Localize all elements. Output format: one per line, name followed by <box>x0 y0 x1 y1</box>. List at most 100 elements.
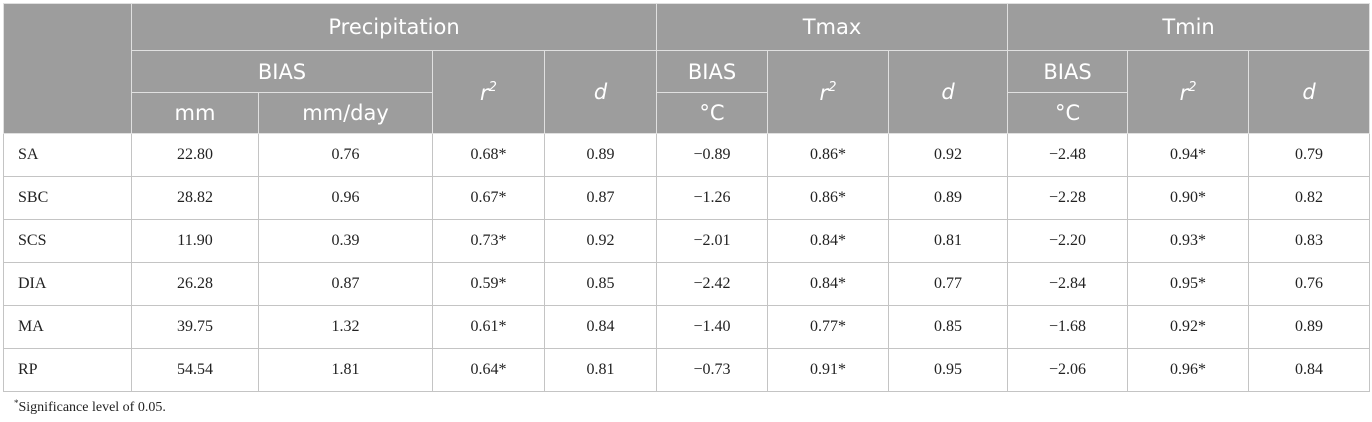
header-row-groups: Precipitation Tmax Tmin <box>3 3 1371 134</box>
tmin-d-cell: 0.82 <box>1248 176 1371 220</box>
tmax-r2-exponent: 2 <box>828 79 837 95</box>
tmin-r2-cell: 0.92* <box>1127 305 1250 349</box>
statistics-table: Precipitation Tmax Tmin BIAS r2 d BIAS r… <box>3 3 1371 392</box>
tmin-r2-exponent: 2 <box>1188 79 1197 95</box>
tmin-bias-cell: −2.48 <box>1007 133 1129 177</box>
tmax-d-cell: 0.89 <box>888 176 1009 220</box>
tmax-bias-cell: −2.01 <box>656 219 769 263</box>
precip-r2-base: r <box>480 80 489 105</box>
tmin-d-cell: 0.76 <box>1248 262 1371 306</box>
tmin-bias-cell: −2.20 <box>1007 219 1129 263</box>
tmax-r2-cell: 0.84* <box>767 219 890 263</box>
tmax-d-cell: 0.85 <box>888 305 1009 349</box>
tmax-d-header: d <box>888 50 1009 134</box>
corner-header-cell <box>3 3 132 134</box>
precip-bias-mmday-cell: 0.87 <box>258 262 433 306</box>
precip-d-cell: 0.84 <box>543 305 658 349</box>
tmax-r2-cell: 0.91* <box>767 348 890 392</box>
tmin-d-cell: 0.79 <box>1248 133 1371 177</box>
precip-r2-cell: 0.61* <box>432 305 545 349</box>
tmax-bias-cell: −0.73 <box>656 348 769 392</box>
header-row-units: mm mm/day °C °C <box>4 92 1370 134</box>
tmin-d-header: d <box>1248 50 1371 134</box>
tmax-bias-cell: −2.42 <box>656 262 769 306</box>
tmin-r2-header: r2 <box>1127 50 1250 134</box>
precip-r2-cell: 0.64* <box>432 348 545 392</box>
precip-bias-mmday-cell: 0.96 <box>258 176 433 220</box>
precip-d-cell: 0.92 <box>543 219 658 263</box>
precip-bias-mm-cell: 54.54 <box>131 348 259 392</box>
tmin-bias-cell: −1.68 <box>1007 305 1129 349</box>
precip-d-cell: 0.81 <box>543 348 658 392</box>
tmax-d-cell: 0.77 <box>888 262 1009 306</box>
unit-mmday-header: mm/day <box>258 92 433 134</box>
tmax-bias-cell: −1.40 <box>656 305 769 349</box>
tmax-r2-cell: 0.84* <box>767 262 890 306</box>
precip-r2-cell: 0.59* <box>432 262 545 306</box>
precip-r2-exponent: 2 <box>488 79 497 95</box>
precip-r2-cell: 0.67* <box>432 176 545 220</box>
table-row: RP 54.54 1.81 0.64* 0.81 −0.73 0.91* 0.9… <box>3 348 1371 392</box>
precip-d-cell: 0.85 <box>543 262 658 306</box>
tmax-r2-cell: 0.86* <box>767 133 890 177</box>
row-label: SA <box>3 133 132 177</box>
precip-bias-mm-cell: 26.28 <box>131 262 259 306</box>
tmax-header: Tmax <box>656 3 1009 51</box>
tmin-unit-header: °C <box>1007 92 1129 134</box>
table-row: DIA 26.28 0.87 0.59* 0.85 −2.42 0.84* 0.… <box>3 262 1371 306</box>
tmax-r2-cell: 0.77* <box>767 305 890 349</box>
tmin-r2-cell: 0.95* <box>1127 262 1250 306</box>
tmin-d-cell: 0.83 <box>1248 219 1371 263</box>
precip-bias-header: BIAS <box>131 50 433 93</box>
tmax-bias-cell: −1.26 <box>656 176 769 220</box>
tmin-r2-cell: 0.90* <box>1127 176 1250 220</box>
tmin-r2-cell: 0.96* <box>1127 348 1250 392</box>
tmax-r2-cell: 0.86* <box>767 176 890 220</box>
precip-bias-mmday-cell: 0.39 <box>258 219 433 263</box>
tmax-r2-header: r2 <box>767 50 890 134</box>
header-row-metrics: BIAS r2 d BIAS r2 d BIAS r2 d <box>4 50 1371 134</box>
tmin-r2-cell: 0.93* <box>1127 219 1250 263</box>
precip-d-cell: 0.87 <box>543 176 658 220</box>
table-footnote: *Significance level of 0.05. <box>14 398 166 416</box>
table-row: SCS 11.90 0.39 0.73* 0.92 −2.01 0.84* 0.… <box>3 219 1371 263</box>
unit-mm-header: mm <box>131 92 259 134</box>
precip-d-header: d <box>543 50 658 134</box>
tmin-bias-cell: −2.28 <box>1007 176 1129 220</box>
row-label: MA <box>3 305 132 349</box>
row-label: DIA <box>3 262 132 306</box>
footnote-mark: * <box>14 398 19 408</box>
tmin-d-cell: 0.84 <box>1248 348 1371 392</box>
row-label: SBC <box>3 176 132 220</box>
tmin-bias-cell: −2.84 <box>1007 262 1129 306</box>
precip-bias-mmday-cell: 0.76 <box>258 133 433 177</box>
tmin-d-cell: 0.89 <box>1248 305 1371 349</box>
precipitation-header: Precipitation <box>130 3 658 51</box>
precip-r2-header: r2 <box>432 50 545 134</box>
precip-d-cell: 0.89 <box>543 133 658 177</box>
tmin-r2-cell: 0.94* <box>1127 133 1250 177</box>
precip-bias-mm-cell: 22.80 <box>131 133 259 177</box>
table-row: SBC 28.82 0.96 0.67* 0.87 −1.26 0.86* 0.… <box>3 176 1371 220</box>
precip-bias-mm-cell: 11.90 <box>131 219 259 263</box>
precip-bias-mmday-cell: 1.81 <box>258 348 433 392</box>
precip-r2-cell: 0.73* <box>432 219 545 263</box>
tmin-header: Tmin <box>1007 3 1371 51</box>
precip-bias-mmday-cell: 1.32 <box>258 305 433 349</box>
tmax-r2-base: r <box>819 80 829 105</box>
tmin-bias-cell: −2.06 <box>1007 348 1129 392</box>
tmax-bias-header: BIAS <box>656 50 769 93</box>
precip-r2-cell: 0.68* <box>432 133 545 177</box>
table-row: MA 39.75 1.32 0.61* 0.84 −1.40 0.77* 0.8… <box>3 305 1371 349</box>
tmin-r2-base: r <box>1179 80 1189 105</box>
row-label: SCS <box>3 219 132 263</box>
footnote-text: Significance level of 0.05. <box>18 400 166 415</box>
tmax-unit-header: °C <box>656 92 769 134</box>
tmax-bias-cell: −0.89 <box>656 133 769 177</box>
table-row: SA 22.80 0.76 0.68* 0.89 −0.89 0.86* 0.9… <box>3 133 1371 177</box>
tmin-bias-header: BIAS <box>1007 50 1129 93</box>
tmax-d-cell: 0.92 <box>888 133 1009 177</box>
tmax-d-cell: 0.95 <box>888 348 1009 392</box>
row-label: RP <box>3 348 132 392</box>
tmax-d-cell: 0.81 <box>888 219 1009 263</box>
